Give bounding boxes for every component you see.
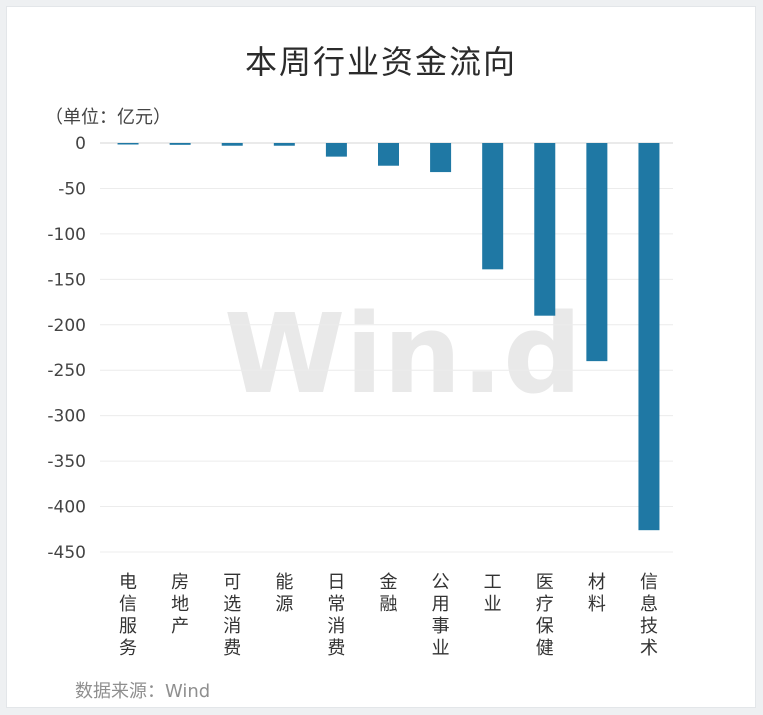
bar [586,143,608,362]
category-label: 日常消费 [327,572,345,659]
category-label: 可选消费 [223,572,241,659]
category-label: 能源 [275,572,293,615]
bar [430,143,452,173]
y-tick-label: -150 [47,270,86,290]
category-label: 医疗保健 [536,572,554,659]
bar [169,143,191,145]
watermark-logo: Win.d [224,290,582,418]
category-label: 房地产 [171,572,189,637]
y-tick-label: 0 [75,134,86,154]
y-tick-label: -450 [47,543,86,563]
bar [221,143,243,146]
unit-label: （单位：亿元） [45,107,171,128]
category-label: 公用事业 [432,572,450,659]
chart-card: 本周行业资金流向 （单位：亿元） 数据来源：Wind [6,6,756,708]
bar [273,143,295,146]
bar [638,143,660,531]
y-tick-label: -50 [58,179,86,199]
y-tick-label: -300 [47,407,86,427]
category-label: 信息技术 [640,572,658,659]
y-tick-label: -400 [47,498,86,518]
bar [378,143,399,166]
y-tick-label: -100 [47,225,86,245]
bar [117,143,139,145]
chart-title: 本周行业资金流向 [244,43,517,81]
source-note: 数据来源：Wind [75,681,211,702]
category-label: 电信服务 [119,572,137,659]
category-label: 材料 [588,572,606,615]
category-label: 工业 [484,572,502,615]
bar [534,143,556,316]
y-tick-label: -350 [47,452,86,472]
y-tick-label: -200 [47,316,86,336]
category-label: 金融 [380,572,398,615]
bar [325,143,347,157]
y-axis-ticks: 0 -50 -100 -150 -200 -250 -300 -350 -400 -450 [47,134,86,563]
y-tick-label: -250 [47,361,86,381]
x-axis-categories: 电信服务 房地产 可选消费 能源 日常消费 金融 公用事业 工业 医疗保健 材料 信息技术 [119,572,658,659]
bars [117,143,660,531]
bar [482,143,504,270]
